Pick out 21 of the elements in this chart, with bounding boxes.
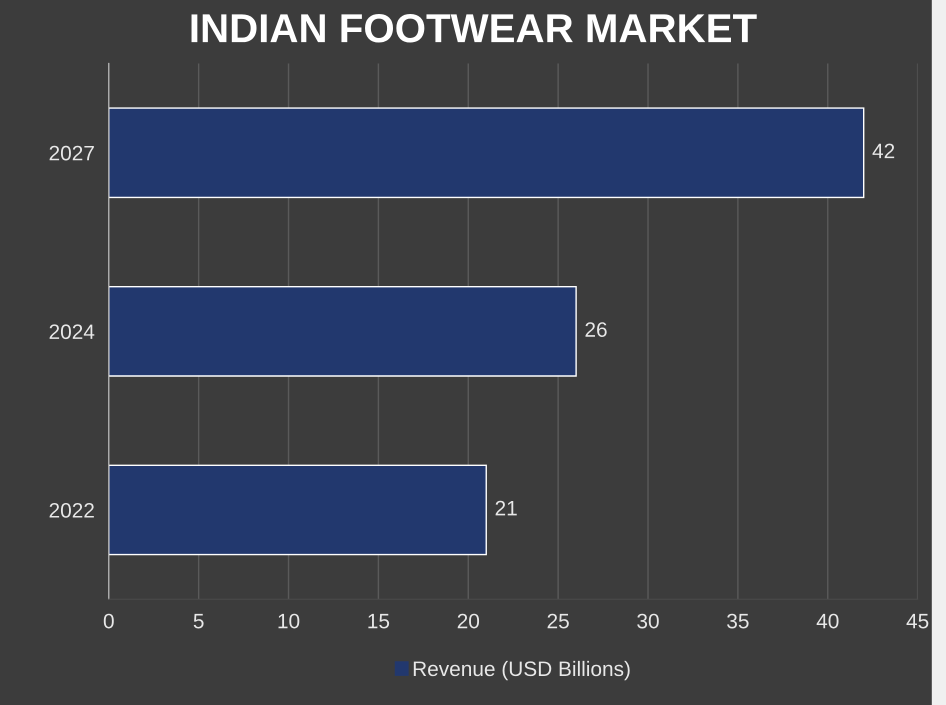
bar [108,286,577,377]
x-tick-label: 10 [278,614,300,628]
x-tick-label: 25 [548,614,569,628]
data-label: 26 [585,322,607,337]
bar [108,107,864,198]
y-tick-label: 2024 [50,324,94,340]
x-tick-label: 20 [458,614,480,628]
y-tick-label: 2027 [50,146,94,161]
x-tick-label: 15 [368,614,390,628]
y-tick-label: 2022 [50,502,94,518]
data-label: 42 [872,144,894,158]
data-label: 21 [496,500,517,516]
x-tick-label: 45 [906,614,928,628]
x-tick-label: 5 [194,614,204,628]
bar [108,464,487,556]
x-tick-label: 0 [104,614,114,628]
legend-label: Revenue (USD Billions) [414,660,630,680]
x-tick-label: 40 [816,614,839,628]
x-tick-label: 35 [727,614,749,628]
chart-title: INDIAN FOOTWEAR MARKET [192,14,757,43]
x-tick-label: 30 [637,614,659,628]
